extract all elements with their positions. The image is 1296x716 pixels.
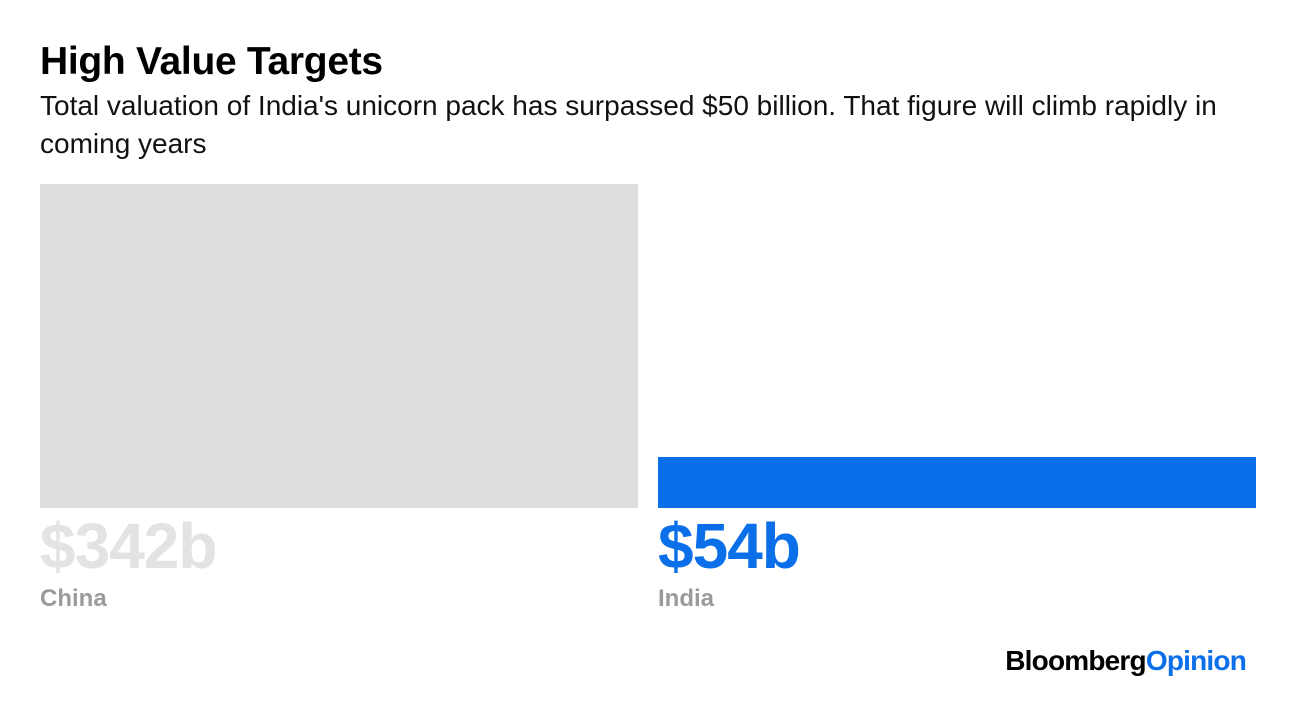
category-label-china: China xyxy=(40,585,107,612)
bar-india xyxy=(658,457,1256,508)
chart-title: High Value Targets xyxy=(40,40,383,83)
bar-group-india: $54b India xyxy=(658,184,1256,624)
bar-china xyxy=(40,184,638,508)
brand-logo-bloomberg: Bloomberg xyxy=(1005,645,1146,676)
bar-group-china: $342b China xyxy=(40,184,638,624)
value-label-china: $342b xyxy=(40,510,217,582)
chart-subtitle: Total valuation of India's unicorn pack … xyxy=(40,90,1217,159)
brand-logo-opinion: Opinion xyxy=(1145,645,1247,676)
value-label-india: $54b xyxy=(658,510,801,582)
category-label-india: India xyxy=(658,585,715,612)
brand-logo: BloombergOpinion xyxy=(1005,643,1247,679)
